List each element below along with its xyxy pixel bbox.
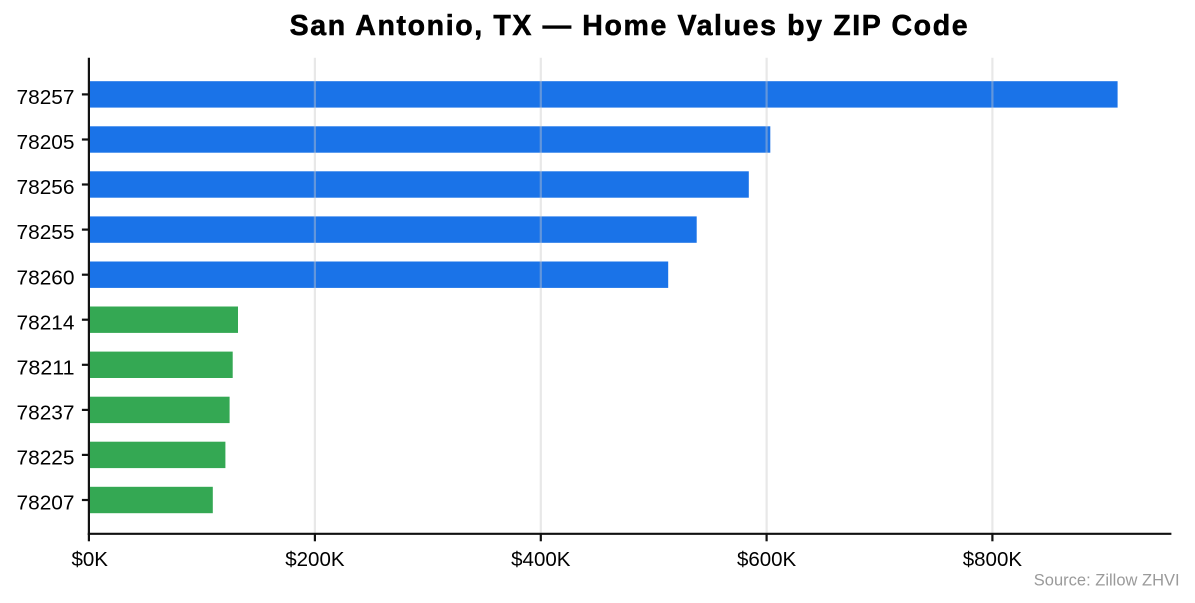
svg-text:78205: 78205 xyxy=(17,131,75,154)
svg-text:78255: 78255 xyxy=(17,221,75,244)
svg-text:$400K: $400K xyxy=(511,548,571,571)
svg-text:Source: Zillow ZHVI: Source: Zillow ZHVI xyxy=(1034,572,1180,590)
svg-text:78260: 78260 xyxy=(17,266,75,289)
svg-text:$200K: $200K xyxy=(285,548,345,571)
svg-text:78225: 78225 xyxy=(17,447,75,470)
svg-text:San Antonio, TX — Home Values: San Antonio, TX — Home Values by ZIP Cod… xyxy=(290,10,968,42)
svg-text:78214: 78214 xyxy=(17,311,75,334)
svg-text:78207: 78207 xyxy=(17,492,75,515)
svg-text:$800K: $800K xyxy=(963,548,1023,571)
svg-text:78256: 78256 xyxy=(17,176,75,199)
svg-text:78257: 78257 xyxy=(17,86,75,109)
svg-text:78237: 78237 xyxy=(17,402,75,425)
svg-text:$0K: $0K xyxy=(71,548,108,571)
svg-text:78211: 78211 xyxy=(17,356,75,379)
svg-text:$600K: $600K xyxy=(737,548,797,571)
